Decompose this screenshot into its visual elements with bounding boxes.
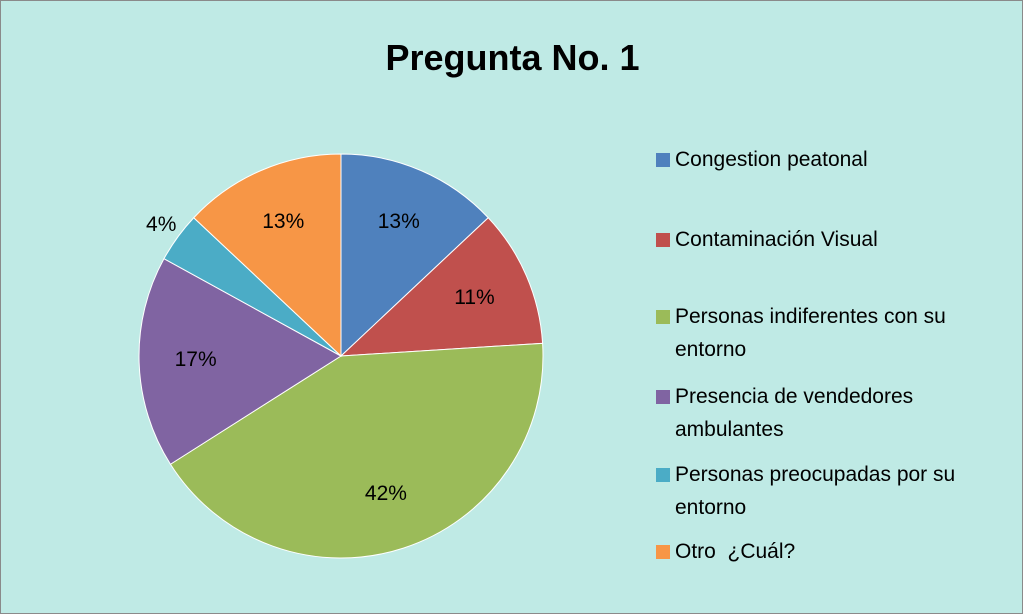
legend-label: Contaminación Visual	[675, 228, 878, 251]
legend-item: Otro ¿Cuál?	[656, 535, 976, 568]
pie-slice	[340, 153, 489, 358]
legend-item: Personas preocupadas por su entorno	[656, 458, 976, 524]
legend-label: Otro ¿Cuál?	[675, 540, 796, 563]
data-label: 4%	[146, 213, 176, 236]
data-label: 11%	[454, 286, 494, 309]
legend-swatch	[656, 233, 670, 247]
pie-slice	[138, 258, 342, 465]
legend-swatch	[656, 153, 670, 167]
legend-label: Congestion peatonal	[675, 148, 868, 171]
data-label: 13%	[262, 210, 304, 233]
pie-slice	[193, 153, 342, 358]
legend-item: Personas indiferentes con su entorno	[656, 300, 976, 366]
legend-swatch	[656, 310, 670, 324]
legend-label: Personas preocupadas por su entorno	[675, 463, 962, 519]
pie-slice	[169, 342, 544, 559]
legend-item: Presencia de vendedores ambulantes	[656, 380, 976, 446]
chart-title: Pregunta No. 1	[385, 37, 640, 78]
legend-swatch	[656, 390, 670, 404]
legend-label: Presencia de vendedores ambulantes	[675, 385, 920, 441]
legend-swatch	[656, 468, 670, 482]
legend-label: Personas indiferentes con su entorno	[675, 305, 952, 361]
legend-item: Contaminación Visual	[656, 223, 976, 256]
legend-item: Congestion peatonal	[656, 143, 976, 176]
data-label: 13%	[378, 210, 420, 233]
pie-slice	[339, 217, 544, 357]
data-label: 17%	[175, 348, 217, 371]
legend-swatch	[656, 545, 670, 559]
data-label: 42%	[365, 482, 407, 505]
